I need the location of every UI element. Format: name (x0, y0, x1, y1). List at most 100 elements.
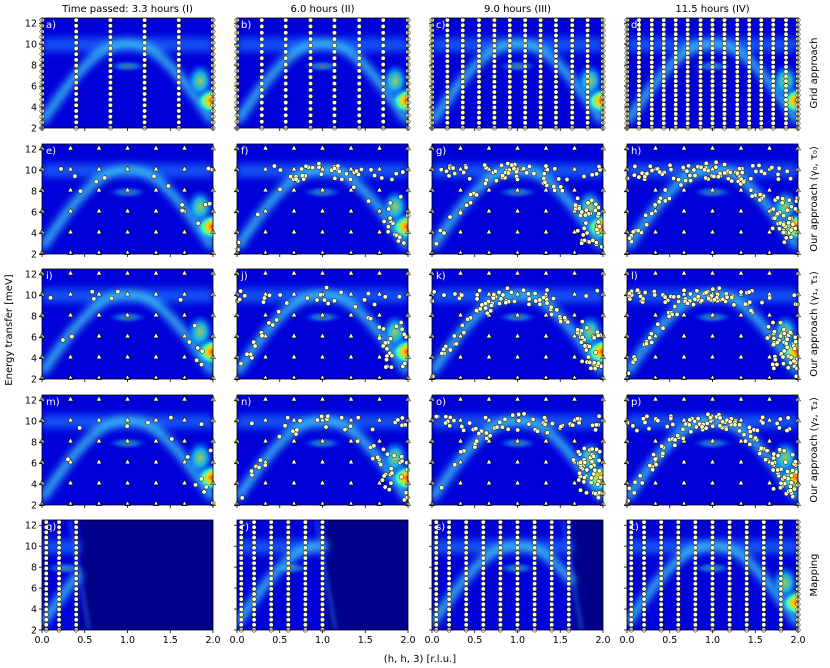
panel-label: k) (436, 271, 446, 282)
y-tick-label: 2 (31, 124, 37, 135)
x-tick-label: 1.5 (163, 635, 178, 646)
panel-j: j) (233, 268, 412, 382)
panel-t: t) 0.0 0.5 1.0 1.5 2.0 (619, 519, 806, 646)
x-axis (41, 254, 214, 257)
panel-p: p) (623, 394, 802, 508)
x-tick-label: 1.5 (748, 635, 763, 646)
heatmap-image (627, 520, 798, 630)
column-title: Time passed: 3.3 hours (I) (61, 4, 193, 15)
x-tick-label: 1.0 (315, 635, 330, 646)
column-title: 6.0 hours (II) (290, 4, 354, 15)
y-axis (429, 22, 432, 129)
x-axis (236, 505, 409, 508)
sample-points (233, 269, 412, 381)
y-axis: 2 4 6 8 10 12 (25, 521, 42, 637)
y-tick-label: 6 (31, 459, 37, 470)
y-tick-label: 12 (25, 396, 37, 407)
x-tick-label: 1.0 (705, 635, 720, 646)
y-tick-label: 12 (25, 270, 37, 281)
heatmap-image (237, 395, 408, 505)
sample-points (433, 519, 572, 633)
x-tick-label: 0.0 (619, 635, 634, 646)
y-axis-label: Energy transfer [meV] (4, 274, 15, 385)
x-axis (626, 128, 799, 131)
y-tick-label: 10 (25, 417, 37, 428)
y-tick-label: 8 (31, 187, 37, 198)
panel-l: l) (623, 268, 802, 382)
y-axis (234, 273, 237, 380)
panel-o: o) (428, 394, 607, 508)
x-axis (626, 254, 799, 257)
panel-label: i) (46, 271, 53, 282)
heatmap-image (627, 395, 798, 505)
y-tick-label: 6 (31, 333, 37, 344)
x-axis (41, 505, 214, 508)
x-tick-label: 0.0 (424, 635, 439, 646)
panel-label: s) (436, 522, 445, 533)
x-tick-label: 0.5 (77, 635, 92, 646)
x-tick-label: 1.5 (358, 635, 373, 646)
panel-i: i) 2 4 6 8 10 12 (25, 268, 217, 386)
y-tick-label: 10 (25, 542, 37, 553)
y-tick-label: 2 (31, 250, 37, 261)
row-title: Our approach (γ₀, τ₀) (809, 146, 820, 252)
panel-label: t) (631, 522, 639, 533)
panel-n: n) (233, 394, 412, 508)
row-title: Our approach (γ₂, τ₂) (809, 397, 820, 503)
heatmap-image (627, 269, 798, 379)
panel-r: r) 0.0 0.5 1.0 1.5 2.0 (229, 519, 416, 646)
sample-points (623, 395, 802, 507)
heatmap-image (42, 520, 213, 630)
panel-label: q) (46, 522, 56, 533)
sample-points (43, 519, 79, 633)
heatmap-image (42, 18, 213, 128)
y-tick-label: 8 (31, 61, 37, 72)
y-tick-label: 6 (31, 208, 37, 219)
panel-label: j) (240, 271, 248, 282)
x-axis (431, 379, 604, 382)
x-axis: 0.0 0.5 1.0 1.5 2.0 (424, 630, 611, 646)
y-axis (429, 399, 432, 506)
heatmap-image (42, 395, 213, 505)
panel-label: m) (46, 397, 60, 408)
x-axis: 0.0 0.5 1.0 1.5 2.0 (229, 630, 416, 646)
x-axis (626, 505, 799, 508)
panel-f: f) (233, 143, 412, 257)
y-axis (234, 22, 237, 129)
sample-points (38, 269, 217, 381)
heatmap-image (237, 269, 408, 379)
y-tick-label: 4 (31, 354, 37, 365)
y-tick-label: 12 (25, 521, 37, 532)
panel-label: r) (241, 522, 249, 533)
y-axis: 2 4 6 8 10 12 (25, 19, 42, 135)
panel-label: o) (436, 397, 446, 408)
column-title: 11.5 hours (IV) (675, 4, 749, 15)
sample-points (238, 519, 325, 633)
x-tick-label: 1.0 (120, 635, 135, 646)
y-tick-label: 4 (31, 480, 37, 491)
sample-points (624, 17, 801, 131)
panels-layer: a) 2 4 6 8 10 12 b) c) d) e) 2 4 6 8 10 12 f) g) h) i) 2 4 6 8 10… (4, 4, 820, 665)
sample-points (428, 144, 607, 256)
sample-points (428, 395, 607, 507)
y-tick-label: 4 (31, 605, 37, 616)
panel-q: q) 2 4 6 8 10 12 0.0 0.5 1.0 1.5 2.0 (25, 519, 221, 646)
y-axis (624, 399, 627, 506)
sample-points (38, 144, 217, 256)
panel-label: a) (46, 20, 56, 31)
panel-k: k) (428, 268, 607, 382)
x-tick-label: 2.0 (400, 635, 415, 646)
y-axis (624, 524, 627, 631)
row-title: Grid approach (809, 38, 820, 109)
panel-label: d) (631, 20, 641, 31)
column-title: 9.0 hours (III) (484, 4, 551, 15)
panel-e: e) 2 4 6 8 10 12 (25, 143, 217, 261)
panel-d: d) (624, 17, 801, 131)
y-tick-label: 8 (31, 438, 37, 449)
x-tick-label: 0.0 (229, 635, 244, 646)
y-tick-label: 6 (31, 82, 37, 93)
y-tick-label: 4 (31, 103, 37, 114)
panel-m: m) 2 4 6 8 10 12 (25, 394, 217, 512)
y-axis (429, 273, 432, 380)
